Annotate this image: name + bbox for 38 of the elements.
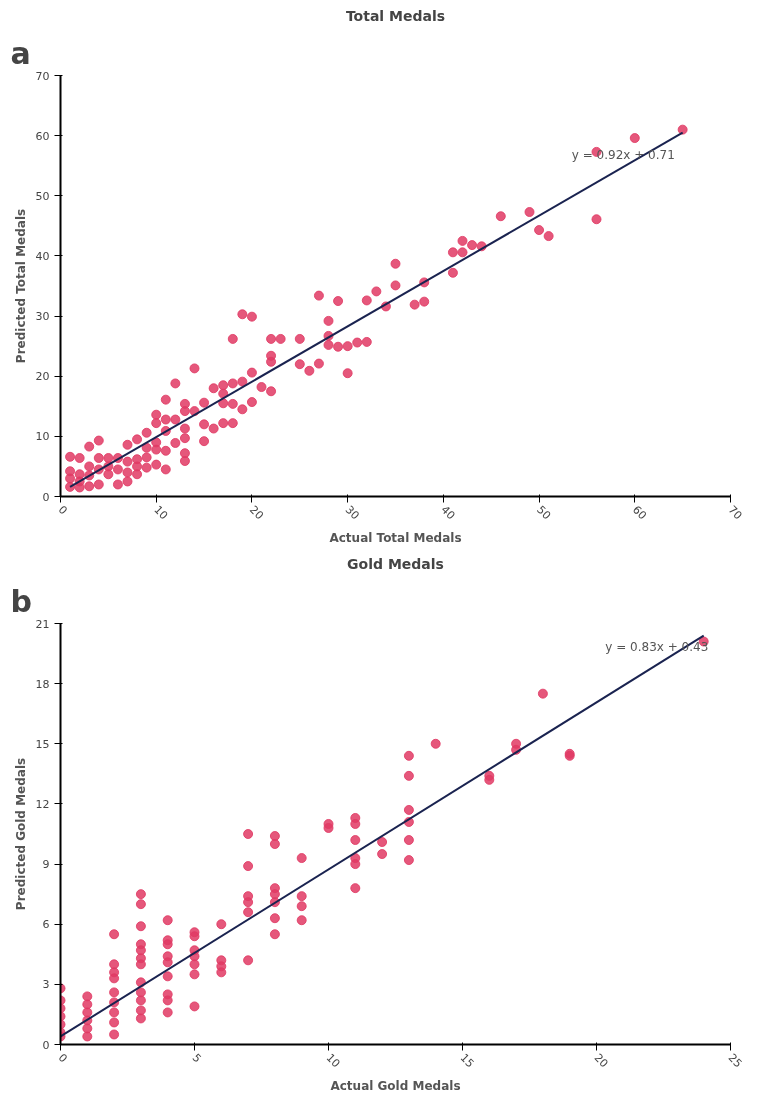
y-tick-label: 40 <box>35 249 50 263</box>
y-tick-label: 21 <box>35 617 50 631</box>
x-tick-label: 60 <box>629 503 649 523</box>
y-axis-title: Predicted Total Medals <box>13 208 28 364</box>
y-tick-label: 10 <box>35 430 50 444</box>
y-tick-label: 6 <box>42 918 50 932</box>
y-tick-label: 60 <box>35 129 50 143</box>
x-tick-label: 10 <box>151 503 171 523</box>
y-tick-label: 18 <box>35 677 50 691</box>
chart-title: Gold Medals <box>347 555 444 572</box>
x-tick-label: 20 <box>246 503 267 523</box>
y-tick-label: 30 <box>35 310 50 324</box>
x-tick-label: 0 <box>55 1051 70 1066</box>
x-tick-label: 50 <box>534 503 554 523</box>
y-tick-label: 12 <box>35 797 50 811</box>
x-tick-label: 5 <box>189 1051 204 1066</box>
x-tick-label: 30 <box>342 503 362 523</box>
text: a <box>10 35 31 71</box>
x-tick-label: 15 <box>457 1051 477 1071</box>
y-axis-title: Predicted Gold Medals <box>13 757 28 911</box>
y-tick-label: 15 <box>35 737 50 751</box>
text: b <box>10 583 32 619</box>
x-tick-label: 40 <box>438 503 458 523</box>
x-tick-label: 70 <box>725 503 745 523</box>
x-tick-label: 25 <box>725 1051 745 1071</box>
y-tick-label: 0 <box>42 490 50 504</box>
x-tick-label: 0 <box>55 503 70 518</box>
chart-title: Total Medals <box>345 7 446 24</box>
y-tick-label: 9 <box>42 858 50 872</box>
x-tick-label: 20 <box>591 1051 611 1071</box>
y-tick-label: 20 <box>35 370 50 384</box>
y-tick-label: 50 <box>35 189 50 203</box>
x-axis-title: Actual Total Medals <box>329 531 462 546</box>
y-tick-label: 70 <box>35 69 50 83</box>
x-axis-title: Actual Gold Medals <box>330 1079 461 1094</box>
y-tick-label: 3 <box>42 978 50 992</box>
x-tick-label: 10 <box>323 1051 343 1071</box>
y-tick-label: 0 <box>42 1038 50 1052</box>
